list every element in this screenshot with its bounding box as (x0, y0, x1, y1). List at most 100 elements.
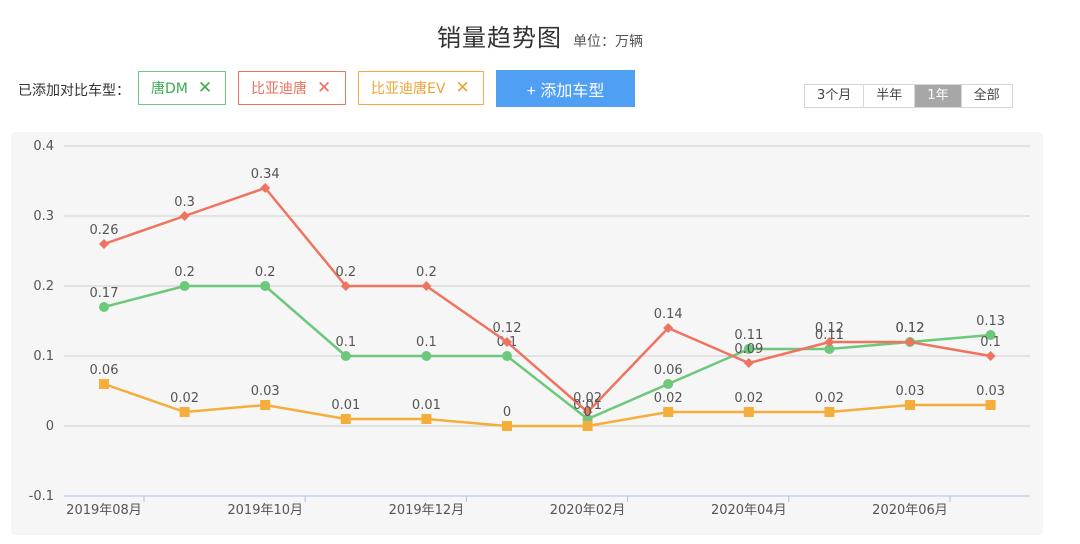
data-label: 0 (503, 405, 511, 420)
series-line (103, 186, 991, 414)
data-point (582, 421, 593, 431)
chip-label: 比亚迪唐 (251, 81, 307, 97)
data-point (179, 281, 190, 291)
data-point (340, 414, 351, 424)
data-point (905, 400, 915, 410)
data-label: 0.2 (255, 265, 276, 280)
data-label: 0.12 (896, 321, 925, 336)
data-label: 0.12 (896, 321, 925, 336)
data-point (260, 400, 271, 410)
y-tick-label: 0 (46, 419, 54, 434)
data-label: 0.2 (174, 265, 195, 280)
close-icon[interactable]: ✕ (317, 77, 332, 98)
x-tick-label: 2020年06月 (872, 503, 948, 518)
page-title: 销量趋势图 (436, 24, 562, 52)
data-label: 0.1 (416, 335, 437, 350)
data-point (743, 407, 754, 417)
data-label: 0.2 (335, 265, 356, 280)
compare-chip-byd-tang[interactable]: 比亚迪唐 ✕ (238, 71, 346, 105)
x-tick-label: 2019年12月 (389, 503, 465, 518)
data-label: 0.01 (573, 398, 602, 413)
data-label: 0.02 (170, 391, 199, 406)
x-tick-label: 2019年08月 (66, 503, 142, 518)
data-point (743, 358, 754, 368)
data-label: 0.34 (251, 167, 280, 182)
data-point (421, 414, 432, 424)
data-point (340, 351, 351, 361)
data-label: 0.17 (90, 286, 119, 301)
plot-area (11, 132, 1043, 535)
data-label: 0.3 (174, 195, 195, 210)
data-label: 0.1 (980, 335, 1001, 350)
chip-label: 比亚迪唐EV (371, 81, 446, 97)
data-point (985, 330, 996, 340)
data-point (663, 323, 674, 333)
range-3-months[interactable]: 3个月 (805, 85, 865, 107)
data-label: 0.03 (896, 384, 925, 399)
data-label: 0.03 (251, 384, 280, 399)
data-point (502, 421, 512, 431)
close-icon[interactable]: ✕ (455, 77, 470, 98)
data-point (663, 379, 674, 389)
y-tick-label: -0.1 (29, 489, 54, 504)
y-tick-label: 0.4 (33, 139, 54, 154)
data-label: 0.12 (493, 321, 522, 336)
compare-chip-byd-tang-ev[interactable]: 比亚迪唐EV ✕ (358, 71, 484, 105)
range-1-year[interactable]: 1年 (915, 85, 962, 107)
compare-label: 已添加对比车型： (18, 83, 130, 99)
data-label: 0.11 (815, 328, 844, 343)
data-point (824, 407, 835, 417)
data-point (824, 344, 835, 354)
compare-chip-tang-dm[interactable]: 唐DM ✕ (138, 71, 226, 105)
data-label: 0.2 (416, 265, 437, 280)
data-point (99, 379, 109, 389)
close-icon[interactable]: ✕ (197, 77, 213, 98)
series-line (103, 382, 991, 428)
series-line (103, 284, 991, 421)
data-point (340, 281, 351, 291)
y-tick-label: 0.1 (33, 349, 54, 364)
range-all[interactable]: 全部 (961, 85, 1012, 107)
data-label: 0.02 (815, 391, 844, 406)
data-point (260, 281, 271, 291)
chart-header: 销量趋势图 单位：万辆 (0, 18, 1080, 53)
x-tick-label: 2019年10月 (227, 503, 303, 518)
data-label: 0.14 (654, 307, 683, 322)
data-label: 0.1 (335, 335, 356, 350)
data-point (99, 302, 109, 312)
data-point (421, 351, 432, 361)
data-point (421, 281, 432, 291)
data-point (179, 211, 190, 221)
data-label: 0.11 (734, 328, 763, 343)
data-point (743, 344, 754, 354)
data-point (502, 337, 512, 347)
data-label: 0.06 (654, 363, 683, 378)
data-label: 0.13 (976, 314, 1005, 329)
y-tick-label: 0.3 (33, 209, 54, 224)
data-point (260, 183, 271, 193)
data-point (502, 351, 512, 361)
time-range-selector: 3个月 半年 1年 全部 (804, 84, 1013, 108)
data-label: 0 (583, 405, 591, 420)
data-label: 0.02 (573, 391, 602, 406)
range-half-year[interactable]: 半年 (864, 85, 916, 107)
data-label: 0.02 (654, 391, 683, 406)
unit-label: 单位：万辆 (573, 34, 644, 50)
data-label: 0.09 (734, 342, 763, 357)
x-tick-label: 2020年04月 (711, 503, 787, 518)
add-model-button[interactable]: + 添加车型 (496, 70, 635, 107)
x-tick-label: 2020年02月 (550, 503, 626, 518)
data-label: 0.03 (976, 384, 1005, 399)
data-point (663, 407, 674, 417)
data-point (99, 239, 109, 249)
data-label: 0.01 (331, 398, 360, 413)
chip-label: 唐DM (151, 81, 188, 97)
data-label: 0.01 (412, 398, 441, 413)
data-point (985, 400, 996, 410)
data-point (985, 351, 996, 361)
data-label: 0.12 (815, 321, 844, 336)
data-point (179, 407, 190, 417)
data-label: 0.02 (734, 391, 763, 406)
data-label: 0.06 (90, 363, 119, 378)
